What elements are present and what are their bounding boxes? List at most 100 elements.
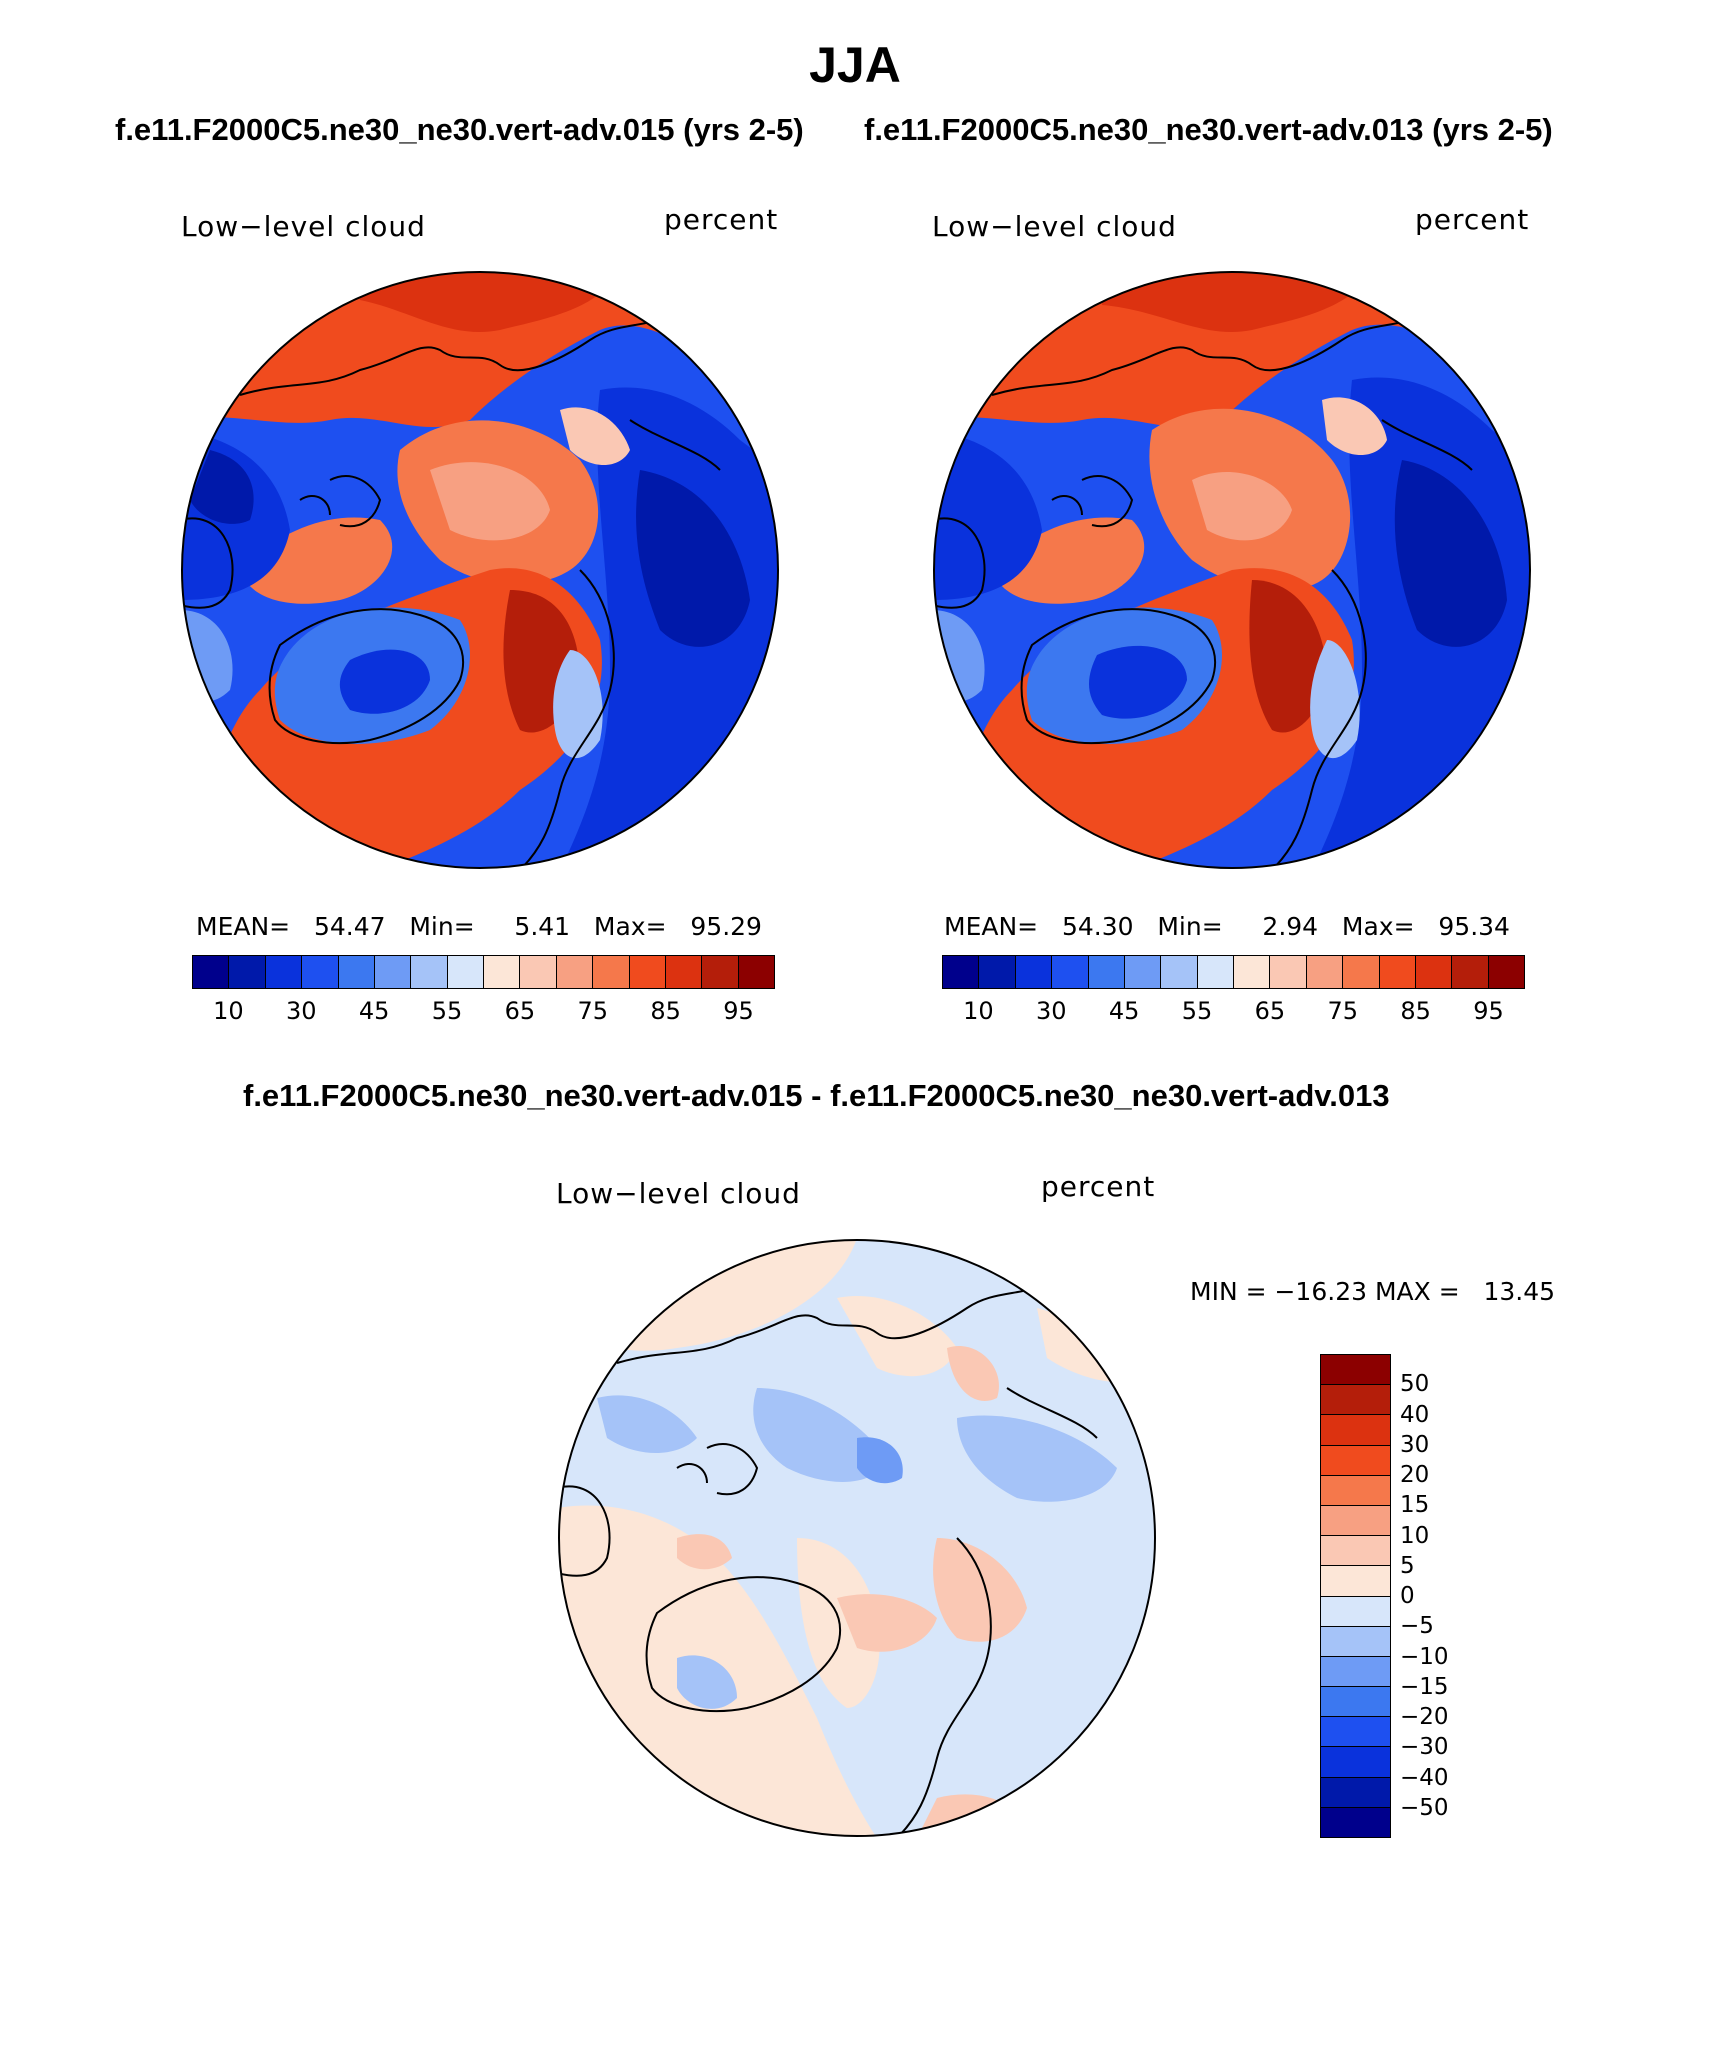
difference-colorbar-swatch — [1321, 1626, 1390, 1657]
difference-colorbar-tick-label: −40 — [1400, 1764, 1449, 1791]
right-colorbar-tick-label: 55 — [1181, 997, 1213, 1025]
difference-colorbar-tick-label: 50 — [1400, 1371, 1430, 1398]
right-colorbar-swatch — [1488, 956, 1524, 988]
right-colorbar-swatch — [1197, 956, 1234, 988]
left-colorbar-swatch — [665, 956, 703, 988]
difference-subtitle: f.e11.F2000C5.ne30_ne30.vert-adv.015 - f… — [243, 1078, 1390, 1113]
difference-colorbar-tick-label: −20 — [1400, 1704, 1449, 1730]
left-colorbar-swatch — [629, 956, 666, 988]
right-colorbar-tick-label: 45 — [1108, 997, 1140, 1025]
difference-colorbar-swatch — [1321, 1415, 1390, 1446]
diff-units-label: percent — [1041, 1170, 1156, 1203]
difference-polar-map — [558, 1239, 1156, 1837]
right-colorbar-swatch — [1415, 956, 1453, 988]
left-colorbar-tick-label: 75 — [577, 997, 609, 1025]
difference-colorbar-tick-label: −50 — [1400, 1794, 1449, 1821]
left-colorbar-tick-label: 10 — [213, 997, 244, 1025]
right-colorbar-swatch — [1124, 956, 1162, 988]
difference-colorbar — [1320, 1354, 1391, 1838]
left-stats: MEAN= 54.47 Min= 5.41 Max= 95.29 — [196, 912, 762, 941]
left-colorbar-tick-label: 30 — [286, 997, 317, 1025]
right-units-label: percent — [1415, 203, 1530, 236]
difference-colorbar-tick-label: −15 — [1400, 1673, 1449, 1700]
figure-title: JJA — [809, 37, 901, 93]
difference-colorbar-swatch — [1321, 1445, 1390, 1476]
right-colorbar-swatch — [1234, 956, 1271, 988]
left-colorbar-swatch — [702, 956, 739, 988]
left-colorbar-swatch — [302, 956, 339, 988]
right-colorbar-tick-label: 30 — [1036, 997, 1067, 1025]
right-colorbar-swatch — [1452, 956, 1489, 988]
difference-colorbar-tick-label: 0 — [1400, 1583, 1415, 1609]
left-colorbar-swatch — [193, 956, 230, 988]
difference-colorbar-tick-label: 5 — [1400, 1552, 1415, 1579]
right-stats: MEAN= 54.30 Min= 2.94 Max= 95.34 — [944, 912, 1510, 941]
difference-colorbar-labels: 50 40 30 20 15 10 5 0 −5 −10 −15 −20 −30 −40 −50 — [1400, 1354, 1480, 1838]
right-colorbar — [942, 955, 1525, 989]
right-colorbar-swatch — [943, 956, 980, 988]
right-colorbar-swatch — [1161, 956, 1198, 988]
difference-colorbar-tick-label: −10 — [1400, 1643, 1449, 1670]
difference-colorbar-swatch — [1321, 1777, 1390, 1808]
left-colorbar — [192, 955, 775, 989]
left-model-subtitle: f.e11.F2000C5.ne30_ne30.vert-adv.015 (yr… — [115, 112, 804, 147]
difference-colorbar-tick-label: −5 — [1400, 1613, 1434, 1640]
difference-colorbar-tick-label: −30 — [1400, 1734, 1449, 1761]
difference-colorbar-tick-label: 30 — [1400, 1431, 1430, 1458]
right-colorbar-tick-label: 10 — [963, 997, 994, 1025]
right-colorbar-swatch — [1343, 956, 1380, 988]
left-colorbar-swatch — [520, 956, 557, 988]
difference-colorbar-swatch — [1321, 1596, 1390, 1627]
right-model-subtitle: f.e11.F2000C5.ne30_ne30.vert-adv.013 (yr… — [864, 112, 1553, 147]
left-variable-label: Low−level cloud — [181, 210, 426, 243]
left-colorbar-swatch — [738, 956, 774, 988]
left-colorbar-swatch — [593, 956, 630, 988]
left-colorbar-labels: 10 30 45 55 65 75 85 95 — [192, 997, 775, 1027]
right-colorbar-tick-label: 65 — [1254, 997, 1286, 1025]
right-colorbar-labels: 10 30 45 55 65 75 85 95 — [942, 997, 1525, 1027]
left-colorbar-tick-label: 55 — [431, 997, 463, 1025]
right-colorbar-swatch — [1379, 956, 1416, 988]
difference-colorbar-swatch — [1321, 1717, 1390, 1748]
difference-colorbar-swatch — [1321, 1385, 1390, 1416]
left-colorbar-swatch — [447, 956, 484, 988]
difference-colorbar-swatch — [1321, 1656, 1390, 1688]
difference-colorbar-swatch — [1321, 1505, 1390, 1537]
left-colorbar-swatch — [374, 956, 412, 988]
left-polar-map — [181, 271, 779, 869]
right-colorbar-swatch — [979, 956, 1016, 988]
right-variable-label: Low−level cloud — [932, 210, 1177, 243]
difference-colorbar-tick-label: 15 — [1400, 1492, 1430, 1519]
left-units-label: percent — [664, 203, 779, 236]
difference-colorbar-swatch — [1321, 1355, 1390, 1386]
left-colorbar-swatch — [484, 956, 521, 988]
left-colorbar-swatch — [411, 956, 448, 988]
difference-colorbar-swatch — [1321, 1687, 1390, 1718]
right-colorbar-tick-label: 85 — [1400, 997, 1431, 1025]
right-colorbar-swatch — [1306, 956, 1344, 988]
difference-colorbar-swatch — [1321, 1566, 1390, 1597]
difference-colorbar-swatch — [1321, 1536, 1390, 1567]
diff-variable-label: Low−level cloud — [556, 1177, 801, 1210]
right-colorbar-swatch — [1052, 956, 1089, 988]
diff-stats: MIN = −16.23 MAX = 13.45 — [1190, 1277, 1556, 1306]
left-colorbar-tick-label: 95 — [723, 997, 754, 1025]
left-colorbar-swatch — [556, 956, 594, 988]
difference-colorbar-swatch — [1321, 1807, 1390, 1837]
left-colorbar-swatch — [229, 956, 266, 988]
right-colorbar-tick-label: 95 — [1473, 997, 1504, 1025]
difference-colorbar-swatch — [1321, 1747, 1390, 1778]
difference-colorbar-tick-label: 40 — [1400, 1401, 1430, 1428]
right-colorbar-swatch — [1270, 956, 1307, 988]
left-colorbar-tick-label: 65 — [504, 997, 536, 1025]
right-colorbar-tick-label: 75 — [1327, 997, 1359, 1025]
left-colorbar-swatch — [265, 956, 303, 988]
right-colorbar-swatch — [1088, 956, 1125, 988]
left-colorbar-tick-label: 45 — [358, 997, 390, 1025]
difference-colorbar-tick-label: 10 — [1400, 1522, 1430, 1549]
left-colorbar-swatch — [338, 956, 375, 988]
difference-colorbar-tick-label: 20 — [1400, 1462, 1430, 1488]
right-polar-map — [933, 271, 1531, 869]
difference-colorbar-swatch — [1321, 1475, 1390, 1506]
left-colorbar-tick-label: 85 — [650, 997, 681, 1025]
